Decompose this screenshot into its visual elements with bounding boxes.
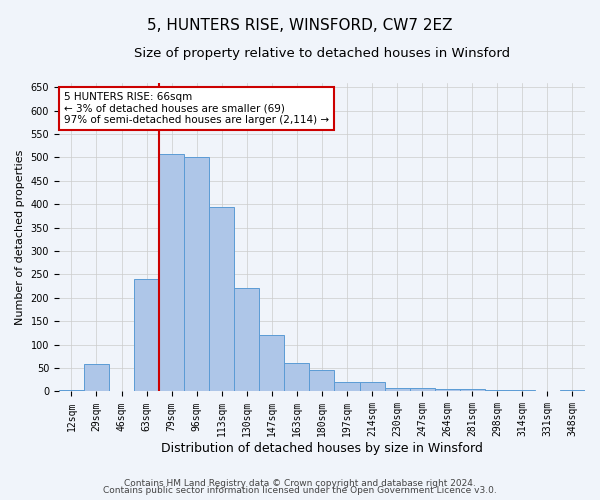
Text: Contains public sector information licensed under the Open Government Licence v3: Contains public sector information licen… [103, 486, 497, 495]
Bar [234, 288, 259, 392]
Bar [410, 388, 434, 392]
Bar [510, 390, 535, 392]
Bar [59, 390, 84, 392]
X-axis label: Distribution of detached houses by size in Winsford: Distribution of detached houses by size … [161, 442, 483, 455]
Bar [159, 154, 184, 392]
Bar [460, 389, 485, 392]
Bar [385, 388, 410, 392]
Bar [84, 364, 109, 392]
Text: Contains HM Land Registry data © Crown copyright and database right 2024.: Contains HM Land Registry data © Crown c… [124, 478, 476, 488]
Bar [334, 382, 359, 392]
Bar [310, 370, 334, 392]
Bar [560, 390, 585, 392]
Bar [209, 208, 234, 392]
Text: 5, HUNTERS RISE, WINSFORD, CW7 2EZ: 5, HUNTERS RISE, WINSFORD, CW7 2EZ [147, 18, 453, 32]
Bar [184, 158, 209, 392]
Bar [485, 390, 510, 392]
Text: 5 HUNTERS RISE: 66sqm
← 3% of detached houses are smaller (69)
97% of semi-detac: 5 HUNTERS RISE: 66sqm ← 3% of detached h… [64, 92, 329, 125]
Bar [259, 336, 284, 392]
Bar [284, 364, 310, 392]
Bar [359, 382, 385, 392]
Y-axis label: Number of detached properties: Number of detached properties [15, 150, 25, 324]
Bar [434, 389, 460, 392]
Bar [134, 279, 159, 392]
Title: Size of property relative to detached houses in Winsford: Size of property relative to detached ho… [134, 48, 510, 60]
